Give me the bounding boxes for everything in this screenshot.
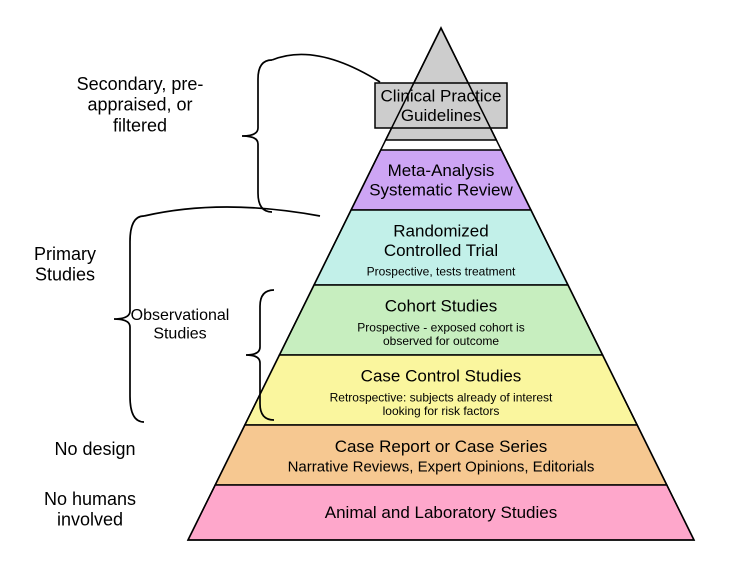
side-label-observational-1: Studies [153, 325, 206, 342]
brace [242, 60, 272, 212]
side-label-secondary-0: Secondary, pre- [77, 74, 204, 94]
level-text-rct-2: Prospective, tests treatment [367, 264, 516, 278]
level-text-cpg-0: Clinical Practice [381, 86, 502, 105]
side-label-nodesign-0: No design [54, 439, 135, 459]
level-text-rct-0: Randomized [393, 221, 488, 240]
brace-lead [272, 54, 380, 82]
side-label-primary-1: Studies [35, 265, 95, 285]
side-label-secondary-1: appraised, or [87, 95, 192, 115]
level-text-rct-1: Controlled Trial [384, 241, 498, 260]
level-text-cohort-0: Cohort Studies [385, 297, 497, 316]
evidence-pyramid: Clinical PracticeGuidelines Meta-Analysis… [0, 0, 742, 569]
level-text-cohort-1: Prospective - exposed cohort is [357, 320, 524, 334]
side-label-observational-0: Observational [131, 307, 230, 324]
level-text-animal-0: Animal and Laboratory Studies [325, 503, 557, 522]
side-label-nohumans-1: involved [57, 510, 123, 530]
level-text-cpg-1: Guidelines [401, 106, 481, 125]
side-label-primary-0: Primary [34, 244, 96, 264]
level-text-casereport-0: Case Report or Case Series [335, 437, 548, 456]
level-text-casecontrol-2: looking for risk factors [383, 404, 500, 418]
side-label-secondary-2: filtered [113, 115, 167, 135]
brace-lead [144, 207, 320, 216]
level-text-cohort-2: observed for outcome [383, 334, 499, 348]
level-text-casereport-1: Narrative Reviews, Expert Opinions, Edit… [288, 458, 595, 475]
level-text-meta-0: Meta-Analysis [388, 161, 495, 180]
level-text-casecontrol-0: Case Control Studies [361, 367, 522, 386]
level-text-casecontrol-1: Retrospective: subjects already of inter… [330, 390, 553, 404]
side-label-nohumans-0: No humans [44, 489, 136, 509]
level-text-meta-1: Systematic Review [369, 180, 513, 199]
